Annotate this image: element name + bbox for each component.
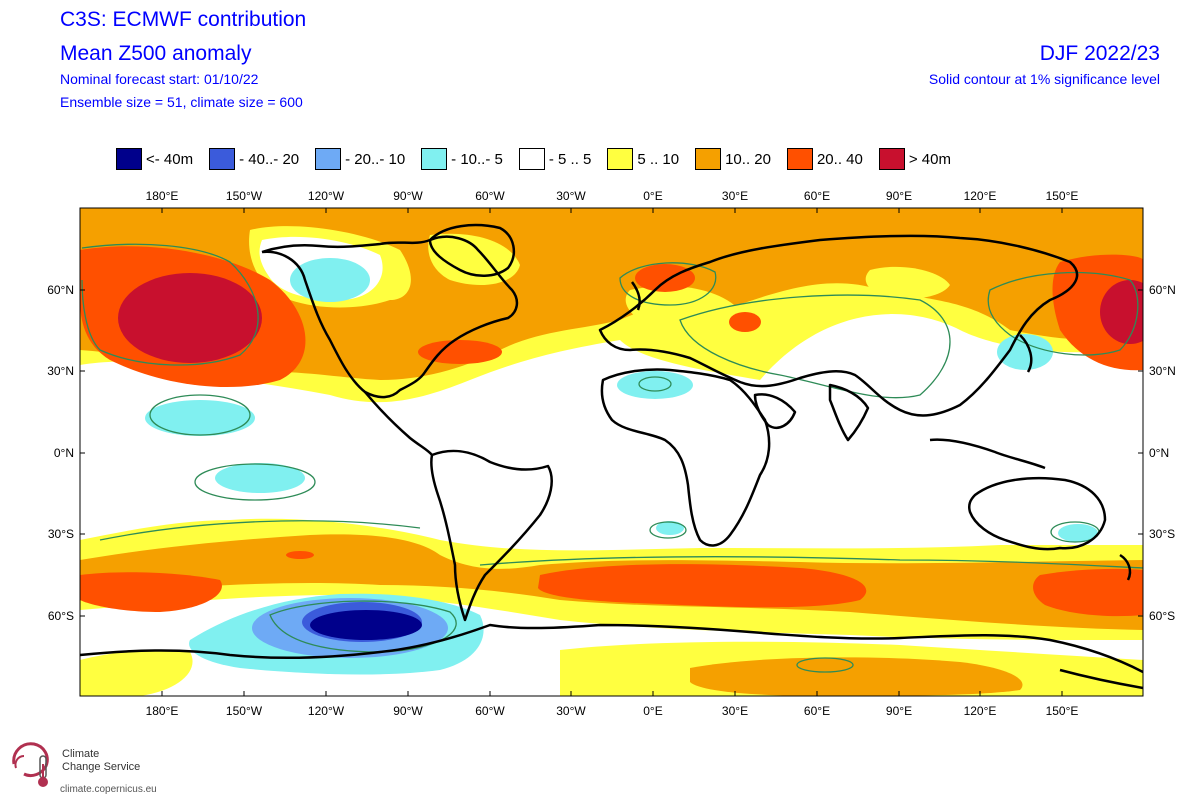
- axis-tick-label: 60°W: [475, 704, 505, 718]
- color-legend: <- 40m - 40..- 20 - 20..- 10 - 10..- 5 - 5 .…: [116, 147, 951, 171]
- longitude-labels-top: 180°E 150°W 120°W 90°W 60°W 30°W 0°E 30°E 60°E 90…: [146, 189, 1079, 203]
- axis-tick-label: 30°W: [556, 704, 586, 718]
- forecast-start: Nominal forecast start: 01/10/22: [60, 71, 259, 87]
- axis-tick-label: 90°E: [886, 189, 912, 203]
- legend-item: 10.. 20: [695, 148, 771, 170]
- copernicus-logo: Climate Change Service: [6, 734, 206, 798]
- title-line-1: C3S: ECMWF contribution: [60, 8, 307, 31]
- legend-swatch: [209, 148, 236, 170]
- axis-tick-label: 180°E: [146, 189, 179, 203]
- longitude-labels-bottom: 180°E 150°W 120°W 90°W 60°W 30°W 0°E 30°E 60°E 90…: [146, 704, 1079, 718]
- axis-tick-label: 60°S: [48, 609, 74, 623]
- legend-label: 5 .. 10: [637, 150, 680, 168]
- legend-label: > 40m: [908, 150, 951, 168]
- axis-tick-label: 150°E: [1046, 189, 1079, 203]
- legend-item: <- 40m: [116, 148, 193, 170]
- legend-label: - 5 .. 5: [548, 150, 592, 168]
- legend-item: - 10..- 5: [421, 148, 503, 170]
- legend-swatch: [878, 148, 905, 170]
- axis-tick-label: 0°E: [643, 189, 662, 203]
- legend-item: - 40..- 20: [209, 148, 299, 170]
- legend-swatch: [315, 148, 342, 170]
- legend-swatch: [518, 148, 545, 170]
- legend-item: 5 .. 10: [607, 148, 679, 170]
- axis-tick-label: 60°N: [1149, 283, 1176, 297]
- thermometer-cloud-icon: [12, 742, 49, 787]
- season-label: DJF 2022/23: [1039, 42, 1160, 65]
- axis-tick-label: 30°S: [48, 527, 74, 541]
- title-line-2: Mean Z500 anomaly: [60, 42, 252, 65]
- map-frame: [79, 207, 1144, 697]
- axis-tick-label: 30°N: [47, 364, 74, 378]
- axis-tick-label: 30°W: [556, 189, 586, 203]
- legend-label: <- 40m: [146, 150, 194, 168]
- legend-item: 20.. 40: [786, 148, 863, 170]
- legend-label: - 20..- 10: [345, 150, 406, 168]
- ensemble-size: Ensemble size = 51, climate size = 600: [60, 94, 303, 110]
- axis-tick-label: 120°W: [308, 189, 345, 203]
- axis-tick-label: 60°E: [804, 704, 830, 718]
- legend-label: 10.. 20: [725, 150, 771, 168]
- legend-label: 20.. 40: [816, 150, 863, 168]
- latitude-labels-right: 60°N 30°N 0°N 30°S 60°S: [1149, 283, 1176, 623]
- axis-tick-label: 60°N: [47, 283, 74, 297]
- logo-name-line-2: Change Service: [62, 761, 141, 773]
- axis-tick-label: 30°E: [722, 704, 748, 718]
- significance-contours: [81, 243, 1143, 673]
- legend-label: - 40..- 20: [239, 150, 300, 168]
- axis-tick-label: 90°W: [393, 704, 423, 718]
- latitude-labels-left: 60°N 30°N 0°N 30°S 60°S: [47, 283, 74, 623]
- legend-item: - 5 .. 5: [518, 148, 592, 170]
- logo-url: climate.copernicus.eu: [60, 784, 157, 795]
- axis-tick-label: 30°S: [1149, 527, 1175, 541]
- legend-swatch: [786, 148, 813, 170]
- map-field: [80, 208, 1143, 696]
- coastlines: [80, 223, 1143, 690]
- axis-tick-label: 120°E: [964, 704, 997, 718]
- axis-tick-label: 0°E: [643, 704, 662, 718]
- axis-tick-label: 0°N: [1149, 446, 1169, 460]
- legend-swatch: [695, 148, 722, 170]
- axis-tick-label: 120°E: [964, 189, 997, 203]
- axis-tick-label: 30°E: [722, 189, 748, 203]
- legend-swatch: [116, 148, 142, 170]
- logo-name-line-1: Climate: [62, 748, 100, 760]
- axis-tick-label: 180°E: [146, 704, 179, 718]
- axis-tick-label: 120°W: [308, 704, 345, 718]
- legend-swatch: [421, 148, 448, 170]
- legend-swatch: [607, 148, 634, 170]
- axis-tick-label: 150°W: [226, 189, 263, 203]
- axis-tick-label: 30°N: [1149, 364, 1176, 378]
- significance-note: Solid contour at 1% significance level: [928, 71, 1160, 87]
- axis-tick-label: 60°E: [804, 189, 830, 203]
- axis-tick-label: 90°E: [886, 704, 912, 718]
- axis-tick-label: 150°W: [226, 704, 263, 718]
- axis-tick-label: 150°E: [1046, 704, 1079, 718]
- axis-tick-label: 60°W: [475, 189, 505, 203]
- legend-item: > 40m: [878, 148, 951, 170]
- axis-tick-label: 90°W: [393, 189, 423, 203]
- legend-label: - 10..- 5: [451, 150, 503, 168]
- legend-item: - 20..- 10: [315, 148, 405, 170]
- axis-ticks: [80, 208, 1143, 696]
- axis-tick-label: 0°N: [54, 446, 74, 460]
- axis-tick-label: 60°S: [1149, 609, 1175, 623]
